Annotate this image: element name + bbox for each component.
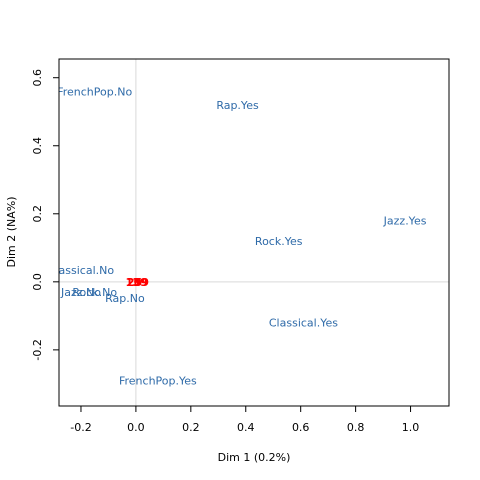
x-tick-label: 0.4 — [237, 421, 255, 434]
reference-lines — [59, 59, 449, 406]
point-label: Rap.Yes — [216, 99, 259, 112]
point-label: Classical.Yes — [269, 317, 338, 330]
x-tick-label: 1.0 — [402, 421, 420, 434]
y-axis-title: Dim 2 (NA%) — [5, 196, 18, 267]
x-tick-label: 0.6 — [292, 421, 310, 434]
y-axis: -0.2 0.0 0.2 0.4 0.6 — [31, 69, 60, 361]
point-label: 25 — [127, 276, 142, 289]
point-label: Jazz.Yes — [383, 215, 427, 228]
point-label: Classical.No — [48, 264, 115, 277]
point-label: Rap.No — [105, 292, 145, 305]
point-label: Jazz.No — [60, 286, 101, 299]
y-tick-label: 0.0 — [31, 273, 44, 291]
x-tick-label: -0.2 — [70, 421, 91, 434]
x-axis: -0.2 0.0 0.2 0.4 0.6 0.8 1.0 — [70, 405, 420, 434]
y-tick-label: 0.4 — [31, 137, 44, 155]
y-tick-label: 0.6 — [31, 69, 44, 87]
x-tick-label: 0.2 — [182, 421, 200, 434]
point-label: Rock.Yes — [255, 235, 303, 248]
plot-region — [59, 59, 449, 406]
data-points: FrenchPop.No Rap.Yes Jazz.Yes Rock.Yes Class… — [48, 85, 427, 387]
point-label: Rock.No — [72, 286, 117, 299]
point-label: 09 — [134, 276, 149, 289]
point-label: 15 — [125, 276, 140, 289]
x-axis-title: Dim 1 (0.2%) — [218, 451, 291, 464]
point-label: 39 — [132, 276, 147, 289]
series-categories: FrenchPop.No Rap.Yes Jazz.Yes Rock.Yes Class… — [48, 85, 427, 387]
point-label: FrenchPop.Yes — [119, 374, 197, 387]
x-tick-label: 0.8 — [347, 421, 365, 434]
y-tick-label: -0.2 — [31, 339, 44, 360]
y-tick-label: 0.2 — [31, 205, 44, 223]
x-tick-label: 0.0 — [127, 421, 145, 434]
point-label: FrenchPop.No — [57, 85, 132, 98]
